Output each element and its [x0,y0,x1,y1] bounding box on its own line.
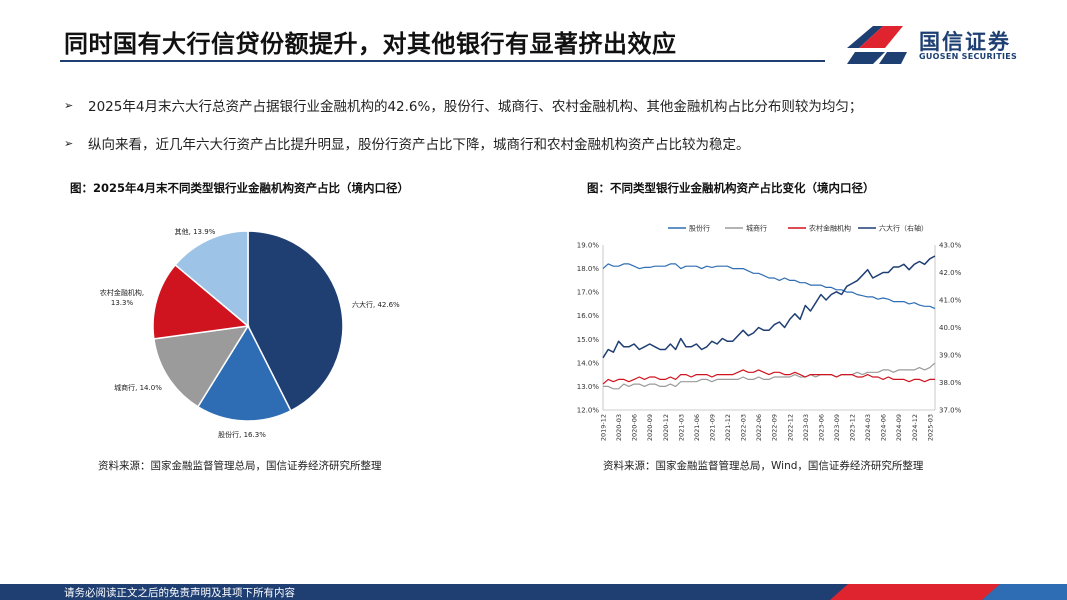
pie-slice [247,230,344,412]
x-axis-tick-label: 2022-03 [740,414,748,441]
x-axis-tick-label: 2022-06 [755,414,763,441]
bullet-text: 2025年4月末六大行总资产占据银行业金融机构的42.6%，股份行、城商行、农村… [88,99,863,115]
x-axis-tick-label: 2022-12 [786,414,794,441]
page-title: 同时国有大行信贷份额提升，对其他银行有显著挤出效应 [64,30,677,58]
right-axis-tick-label: 41.0% [939,297,962,305]
pie-chart-source: 资料来源：国家金融监督管理总局，国信证券经济研究所整理 [98,460,382,472]
x-axis-tick-label: 2021-12 [724,414,732,441]
series-line [603,362,936,390]
series-line [602,263,936,310]
series-line [602,369,935,385]
logo-subtitle: GUOSEN SECURITIES [919,52,1018,61]
bullet-item: ➢ 2025年4月末六大行总资产占据银行业金融机构的42.6%，股份行、城商行、… [64,86,1024,124]
x-axis-tick-label: 2023-12 [849,414,857,441]
x-axis-tick-label: 2022-09 [771,414,779,441]
x-axis-tick-label: 2024-06 [880,414,888,441]
x-axis-tick-label: 2023-06 [817,414,825,441]
legend-label: 股份行 [689,224,710,233]
left-axis-tick-label: 16.0% [577,312,600,320]
pie-chart-caption: 图：2025年4月末不同类型银行业金融机构资产占比（境内口径） [70,181,410,195]
x-axis-tick-label: 2021-03 [677,414,685,441]
footer-bar [0,584,1067,600]
x-axis-tick-label: 2024-12 [911,414,919,441]
pie-slice-label: 其他, 13.9% [175,227,216,236]
x-axis-tick-label: 2020-06 [631,414,639,441]
left-axis-tick-label: 14.0% [577,359,600,367]
pie-slice-label: 六大行, 42.6% [352,300,400,309]
pie-slice-label: 城商行, 14.0% [114,383,162,392]
pie-slice [152,263,250,340]
x-axis-tick-label: 2023-09 [833,414,841,441]
left-axis-tick-label: 13.0% [577,383,600,391]
right-axis-tick-label: 43.0% [939,242,962,250]
x-axis-tick-label: 2023-03 [802,414,810,441]
pie-slice [196,324,292,422]
legend-label: 六大行（右轴） [879,224,928,233]
right-axis-tick-label: 38.0% [939,379,962,387]
arrow-bullet-icon: ➢ [64,98,74,112]
x-axis-tick-label: 2020-09 [646,414,654,441]
left-axis-tick-label: 17.0% [577,289,600,297]
left-axis-tick-label: 12.0% [577,407,600,415]
logo-text: 国信证券 [919,30,1011,54]
right-axis-tick-label: 37.0% [939,407,962,415]
x-axis-tick-label: 2019-12 [600,414,608,441]
bullet-list: ➢ 2025年4月末六大行总资产占据银行业金融机构的42.6%，股份行、城商行、… [64,86,1024,162]
bullet-item: ➢ 纵向来看，近几年六大行资产占比提升明显，股份行资产占比下降，城商行和农村金融… [64,124,1024,162]
x-axis-tick-label: 2021-06 [693,414,701,441]
left-axis-tick-label: 19.0% [577,242,600,250]
bullet-text: 纵向来看，近几年六大行资产占比提升明显，股份行资产占比下降，城商行和农村金融机构… [88,137,750,153]
pie-slice-label: 农村金融机构, [100,288,144,297]
line-chart-caption: 图：不同类型银行业金融机构资产占比变化（境内口径） [587,181,875,195]
series-line [602,255,936,359]
right-axis-tick-label: 39.0% [939,352,962,360]
x-axis-tick-label: 2024-09 [895,414,903,441]
legend-label: 农村金融机构 [809,224,851,233]
x-axis-tick-label: 2025-03 [926,414,934,441]
arrow-bullet-icon: ➢ [64,136,74,150]
x-axis-tick-label: 2020-03 [615,414,623,441]
title-underline [60,60,825,62]
pie-chart: 六大行, 42.6% 股份行, 16.3% 城商行, 14.0% 农村金融机构, 13.… [100,227,400,439]
line-chart-source: 资料来源：国家金融监督管理总局，Wind，国信证券经济研究所整理 [603,460,924,472]
x-axis-tick-label: 2021-09 [708,414,716,441]
x-axis-tick-label: 2020-12 [662,414,670,441]
legend-label: 城商行 [746,224,767,233]
right-axis-tick-label: 42.0% [939,269,962,277]
pie-slice [153,325,250,408]
footer-decoration [830,584,1067,600]
pie-slice-label: 13.3% [111,299,134,307]
left-axis-tick-label: 15.0% [577,336,600,344]
x-axis-tick-label: 2024-03 [864,414,872,441]
pie-slice-label: 股份行, 16.3% [218,430,266,439]
guosen-logo [847,26,907,64]
footer-disclaimer: 请务必阅读正文之后的免责声明及其项下所有内容 [64,587,295,599]
line-chart: 19.0% 18.0% 17.0% 16.0% 15.0% 14.0% 13.0% 12.0%… [577,224,962,442]
pie-slice [174,230,249,328]
left-axis-tick-label: 18.0% [577,265,600,273]
right-axis-tick-label: 40.0% [939,324,962,332]
